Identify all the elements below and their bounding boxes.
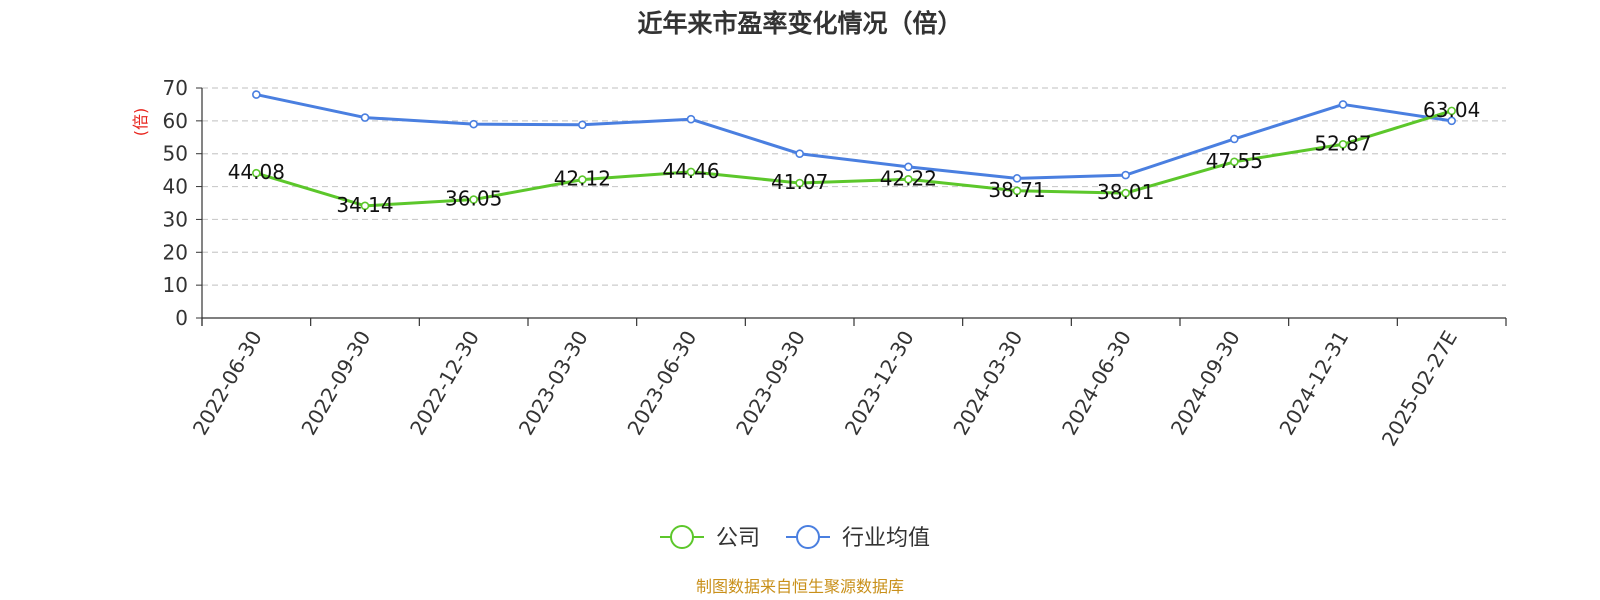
legend-company-marker [670,525,694,549]
x-tick-label: 2022-06-30 [188,327,267,440]
data-label: 44.46 [662,159,719,183]
data-point[interactable] [686,114,696,124]
data-point[interactable] [360,113,370,122]
x-tick-label: 2022-09-30 [296,327,375,440]
data-point[interactable] [795,178,804,188]
data-label: 42.22 [880,166,937,190]
x-tick-label: 2024-06-30 [1057,327,1136,440]
chart-title: 近年来市盈率变化情况（倍） [637,9,962,38]
series-lines [252,90,1456,211]
grid-lines [202,87,1506,286]
data-point[interactable] [469,195,478,204]
source-note: 制图数据来自恒生聚源数据库 [696,577,904,596]
y-tick-label: 20 [163,240,188,264]
data-labels: 44.08 34.14 36.05 42.12 44.46 41.07 42.22 38.71… [228,98,1481,217]
x-tick-label: 2022-12-30 [405,326,484,439]
data-point[interactable] [1447,116,1456,126]
data-point[interactable] [1230,157,1239,167]
y-axis-label: (倍) [131,108,150,137]
y-tick-label: 60 [163,109,188,133]
data-label: 44.08 [228,160,285,184]
y-tick-label: 0 [175,306,188,330]
data-label: 41.07 [771,170,828,194]
data-point[interactable] [1121,170,1130,180]
data-point[interactable] [1338,139,1348,149]
data-label: 47.55 [1206,149,1263,173]
y-tick-label: 50 [163,142,188,166]
x-tick-label: 2024-09-30 [1166,327,1245,440]
data-point[interactable] [252,168,261,178]
data-label: 34.14 [336,193,393,217]
data-point[interactable] [686,167,696,177]
axes: 0 10 20 30 40 50 60 70 2022-06-30 2022-09-30 2022-… [163,76,1507,451]
x-tick-label: 2025-02-27E [1377,327,1462,451]
data-point[interactable] [578,120,587,130]
legend-industry-label: 行业均值 [842,526,930,551]
data-point[interactable] [578,175,587,184]
data-point[interactable] [904,162,913,172]
data-label: 63.04 [1423,98,1480,122]
data-label: 38.71 [988,178,1045,202]
data-point[interactable] [1121,188,1130,198]
x-tick-label: 2023-03-30 [514,327,593,440]
legend-industry-marker [796,525,820,549]
series-line-1 [256,93,1452,180]
y-tick-label: 70 [163,76,188,100]
data-point[interactable] [795,149,804,159]
y-tick-label: 40 [163,175,188,199]
data-label: 52.87 [1314,131,1371,155]
data-point[interactable] [1012,174,1022,183]
data-point[interactable] [1338,100,1348,109]
series-line-0 [255,109,1453,208]
y-tick-label: 10 [163,273,188,297]
legend-company-label: 公司 [716,526,760,551]
data-point[interactable] [1012,186,1022,196]
data-point[interactable] [1230,134,1239,144]
data-point[interactable] [1447,106,1456,116]
legend-item-industry[interactable]: 行业均值 [786,525,930,551]
y-tick-label: 30 [163,207,188,231]
data-point[interactable] [360,201,370,211]
x-tick-label: 2024-12-31 [1274,327,1353,440]
legend-item-company[interactable]: 公司 [660,525,760,551]
legend: 公司 行业均值 [660,525,930,551]
x-tick-label: 2023-09-30 [731,327,810,440]
data-point[interactable] [904,174,913,184]
data-label: 38.01 [1097,180,1154,204]
x-tick-label: 2023-06-30 [622,327,701,440]
data-point[interactable] [252,90,261,99]
x-tick-label: 2023-12-30 [840,326,919,439]
data-label: 36.05 [445,187,502,211]
x-tick-label: 2024-03-30 [948,327,1027,440]
data-point[interactable] [469,119,478,129]
data-label: 42.12 [554,167,611,191]
